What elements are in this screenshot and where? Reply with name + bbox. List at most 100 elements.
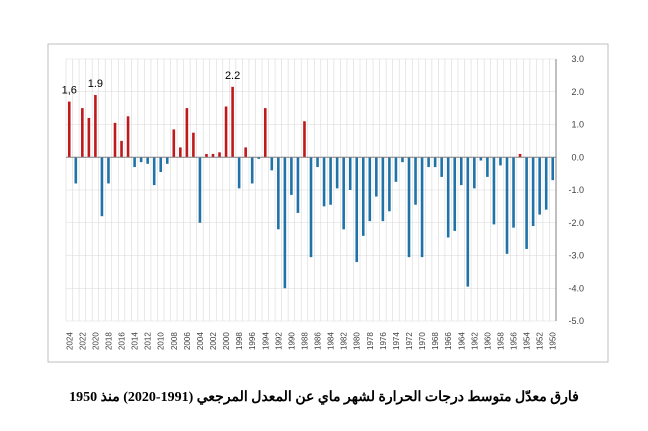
x-tick-label: 2008 — [170, 332, 179, 350]
bar-1995 — [257, 157, 261, 159]
y-tick-label: -4.0 — [568, 283, 584, 293]
bar-2006 — [185, 108, 189, 158]
x-tick-label: 1996 — [248, 332, 257, 350]
x-tick-label: 2000 — [222, 332, 231, 350]
x-tick-label: 2022 — [78, 332, 87, 350]
bar-1953 — [531, 157, 535, 227]
bar-1972 — [407, 157, 411, 258]
x-tick-label: 1966 — [444, 332, 453, 350]
x-tick-label: 2002 — [209, 332, 218, 350]
x-tick-label: 1984 — [327, 332, 336, 350]
chart-caption: فارق معدّل متوسط درجات الحرارة لشهر ماي … — [69, 390, 579, 405]
bar-1952 — [538, 157, 541, 215]
bar-2007 — [179, 147, 182, 158]
bar-1976 — [381, 157, 385, 222]
axes: 3.0 2.0 1.0 0.0 -1.0 -2.0 -3.0 -4.0 -5.0 2024 2022… — [65, 54, 584, 350]
bar-1975 — [388, 157, 391, 212]
bar-1981 — [348, 157, 352, 190]
bar-2023 — [74, 157, 78, 184]
bar-1974 — [394, 157, 398, 182]
bar-2015 — [126, 116, 130, 158]
bar-1992 — [277, 157, 280, 230]
bar-2017 — [113, 122, 117, 158]
bar-1971 — [414, 157, 417, 205]
y-tick-label: 2.0 — [571, 87, 584, 97]
bar-1950 — [551, 157, 555, 181]
bar-2005 — [192, 132, 195, 158]
data-label-2024: 1,6 — [62, 85, 77, 97]
x-tick-label: 1964 — [457, 332, 466, 350]
x-tick-label: 1990 — [287, 332, 296, 350]
y-tick-label: -5.0 — [568, 316, 584, 326]
bar-1982 — [342, 157, 345, 230]
bar-1986 — [316, 157, 319, 168]
bar-1980 — [355, 157, 359, 263]
x-tick-label: 1950 — [549, 332, 558, 350]
bar-1959 — [492, 157, 496, 225]
bar-2001 — [218, 152, 221, 158]
bar-2000 — [224, 106, 228, 158]
x-tick-label: 2012 — [144, 332, 153, 350]
bar-2011 — [152, 157, 156, 186]
x-tick-label: 1998 — [235, 332, 244, 350]
x-tick-label: 1960 — [483, 332, 492, 350]
x-tick-label: 1980 — [353, 332, 362, 350]
bar-1998 — [237, 157, 241, 189]
bar-2010 — [159, 157, 163, 172]
data-label-2020: 1.9 — [88, 78, 103, 90]
bar-1969 — [427, 157, 430, 168]
x-tick-label: 1974 — [392, 332, 401, 350]
bar-2021 — [87, 117, 91, 158]
x-tick-label: 1972 — [405, 332, 414, 350]
x-tick-label: 2016 — [118, 332, 127, 350]
bar-2013 — [139, 157, 143, 163]
x-tick-label: 1992 — [274, 332, 283, 350]
y-tick-label: 1.0 — [571, 120, 584, 130]
bar-1999 — [231, 86, 234, 158]
x-tick-label: 1994 — [261, 332, 270, 350]
bar-1967 — [440, 157, 443, 177]
bar-1954 — [525, 157, 528, 249]
x-tick-label: 1968 — [431, 332, 440, 350]
x-tick-label: 1976 — [379, 332, 388, 350]
bar-2016 — [120, 140, 123, 158]
bar-2004 — [198, 157, 202, 223]
bar-1977 — [375, 157, 378, 197]
x-tick-label: 1958 — [496, 332, 505, 350]
x-tick-label: 2010 — [157, 332, 166, 350]
bar-1994 — [263, 108, 267, 158]
bar-1978 — [368, 157, 372, 222]
bar-2024 — [67, 101, 71, 158]
bar-2014 — [133, 157, 136, 168]
bar-2022 — [81, 108, 84, 158]
bar-2003 — [205, 153, 208, 158]
bar-2019 — [100, 157, 104, 217]
x-tick-label: 1952 — [536, 332, 545, 350]
bar-1958 — [499, 157, 502, 166]
bar-1962 — [473, 157, 476, 189]
bar-1961 — [479, 157, 483, 161]
x-tick-label: 2024 — [65, 332, 74, 350]
bar-1956 — [512, 157, 515, 228]
x-tick-label: 2018 — [104, 332, 113, 350]
bar-2020 — [94, 95, 97, 158]
x-tick-label: 1988 — [300, 332, 309, 350]
y-tick-label: 0.0 — [571, 152, 584, 162]
bar-1985 — [322, 157, 326, 207]
y-tick-label: -2.0 — [568, 218, 584, 228]
x-tick-label: 2004 — [196, 332, 205, 350]
y-tick-label: -3.0 — [568, 251, 584, 261]
x-tick-label: 2014 — [131, 332, 140, 350]
bar-1990 — [290, 157, 293, 195]
chart: 3.0 2.0 1.0 0.0 -1.0 -2.0 -3.0 -4.0 -5.0 2024 2022… — [47, 43, 609, 363]
bar-1988 — [303, 121, 306, 158]
x-tick-label: 1962 — [470, 332, 479, 350]
bar-1993 — [270, 157, 274, 171]
bar-1964 — [459, 157, 463, 186]
bar-1957 — [505, 157, 509, 254]
bar-1963 — [466, 157, 470, 287]
bar-1970 — [420, 157, 424, 258]
bar-2012 — [146, 157, 149, 164]
data-labels: 1,6 1.9 2.2 — [62, 70, 241, 97]
bar-2008 — [172, 129, 176, 158]
